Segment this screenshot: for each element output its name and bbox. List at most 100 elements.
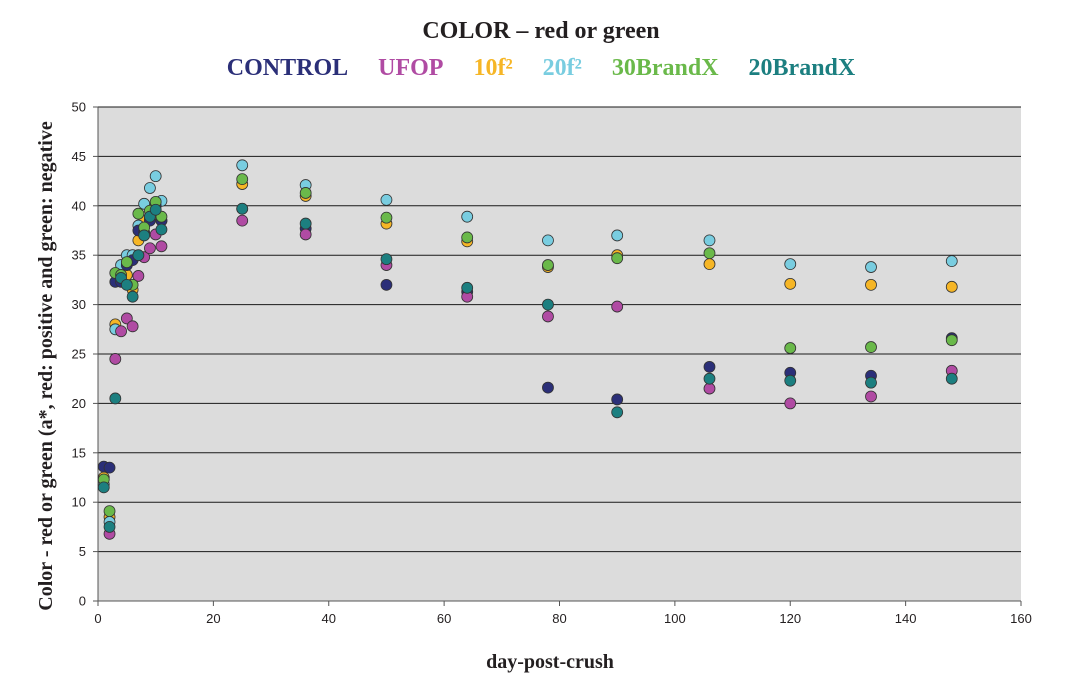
- data-point: [97, 481, 110, 494]
- data-point: [542, 381, 554, 394]
- data-point: [865, 341, 877, 353]
- data-point: [236, 173, 249, 186]
- x-tick-label: 160: [1010, 611, 1032, 626]
- y-tick-label: 50: [72, 100, 86, 115]
- legend-entry: 20f²: [543, 55, 582, 81]
- data-point: [236, 214, 249, 227]
- data-point: [126, 290, 139, 303]
- x-tick-label: 80: [552, 611, 566, 626]
- data-point: [299, 187, 312, 199]
- x-tick-label: 40: [322, 611, 336, 626]
- data-point: [461, 210, 474, 223]
- data-point: [103, 521, 116, 533]
- y-tick-label: 5: [79, 544, 86, 559]
- data-point: [236, 202, 249, 215]
- x-tick-label: 100: [664, 611, 686, 626]
- data-point: [542, 259, 554, 271]
- data-point: [299, 228, 312, 241]
- data-point: [132, 249, 145, 262]
- data-point: [784, 374, 797, 387]
- data-point: [865, 376, 877, 389]
- data-points: [97, 159, 958, 540]
- data-point: [703, 258, 716, 270]
- y-tick-label: 40: [72, 198, 86, 213]
- y-axis-ticks: 0 5 10 15 20 25 30 35 40 45 50: [72, 100, 98, 609]
- data-point: [703, 234, 716, 247]
- data-point: [380, 193, 393, 206]
- data-point: [784, 277, 797, 290]
- data-point: [611, 406, 624, 419]
- data-point: [945, 334, 958, 347]
- data-point: [149, 203, 162, 216]
- x-tick-label: 140: [895, 611, 917, 626]
- x-tick-label: 20: [206, 611, 220, 626]
- data-point: [784, 342, 797, 354]
- chart-title: COLOR – red or green: [422, 18, 659, 44]
- data-point: [945, 255, 958, 268]
- data-point: [611, 300, 624, 313]
- series: [97, 159, 958, 528]
- data-point: [149, 170, 162, 183]
- data-point: [299, 217, 312, 230]
- y-tick-label: 25: [72, 347, 86, 362]
- data-point: [380, 211, 393, 224]
- data-point: [380, 253, 393, 266]
- data-point: [784, 397, 797, 410]
- data-point: [865, 390, 877, 403]
- x-axis-ticks: 0 20 40 60 80 100 120 140 160: [94, 601, 1032, 626]
- data-point: [945, 280, 958, 293]
- x-tick-label: 120: [779, 611, 801, 626]
- data-point: [115, 325, 127, 338]
- y-tick-label: 30: [72, 297, 86, 312]
- data-point: [784, 258, 797, 270]
- legend-entry: UFOP: [378, 55, 443, 81]
- y-tick-label: 0: [79, 594, 86, 609]
- data-point: [109, 353, 122, 365]
- data-point: [380, 278, 393, 291]
- data-point: [109, 392, 122, 405]
- data-point: [236, 159, 249, 172]
- data-point: [703, 372, 716, 385]
- data-point: [155, 223, 168, 236]
- legend-entry: 20BrandX: [749, 55, 856, 81]
- data-point: [461, 281, 474, 294]
- data-point: [103, 461, 116, 474]
- data-point: [103, 505, 116, 517]
- data-point: [461, 231, 474, 244]
- data-point: [611, 229, 624, 242]
- y-tick-label: 15: [72, 445, 86, 460]
- data-point: [144, 182, 156, 194]
- data-point: [703, 382, 716, 395]
- legend-entry: CONTROL: [227, 55, 348, 81]
- legend: CONTROL UFOP 10f² 20f² 30BrandX 20BrandX: [227, 55, 856, 81]
- data-point: [611, 252, 624, 265]
- y-tick-label: 35: [72, 248, 86, 263]
- data-point: [865, 261, 877, 273]
- data-point: [542, 298, 554, 311]
- data-point: [611, 393, 624, 406]
- data-point: [120, 256, 133, 269]
- data-point: [542, 234, 554, 247]
- data-point: [703, 360, 716, 373]
- data-point: [542, 310, 554, 323]
- y-axis-title: Color - red or green (a*, red: positive …: [35, 121, 57, 611]
- y-tick-label: 20: [72, 396, 86, 411]
- y-tick-label: 45: [72, 149, 86, 164]
- data-point: [703, 247, 716, 260]
- x-tick-label: 60: [437, 611, 451, 626]
- legend-entry: 10f²: [473, 55, 512, 81]
- series: [97, 202, 958, 533]
- data-point: [155, 240, 168, 253]
- data-point: [132, 207, 145, 220]
- y-tick-label: 10: [72, 495, 86, 510]
- data-point: [120, 278, 133, 291]
- data-point: [138, 229, 151, 242]
- data-point: [144, 242, 156, 255]
- data-point: [945, 372, 958, 385]
- data-point: [126, 320, 139, 333]
- gridlines: [98, 106, 1021, 553]
- x-axis-title: day-post-crush: [486, 651, 614, 673]
- data-point: [120, 312, 133, 325]
- legend-entry: 30BrandX: [612, 55, 719, 81]
- data-point: [132, 270, 145, 282]
